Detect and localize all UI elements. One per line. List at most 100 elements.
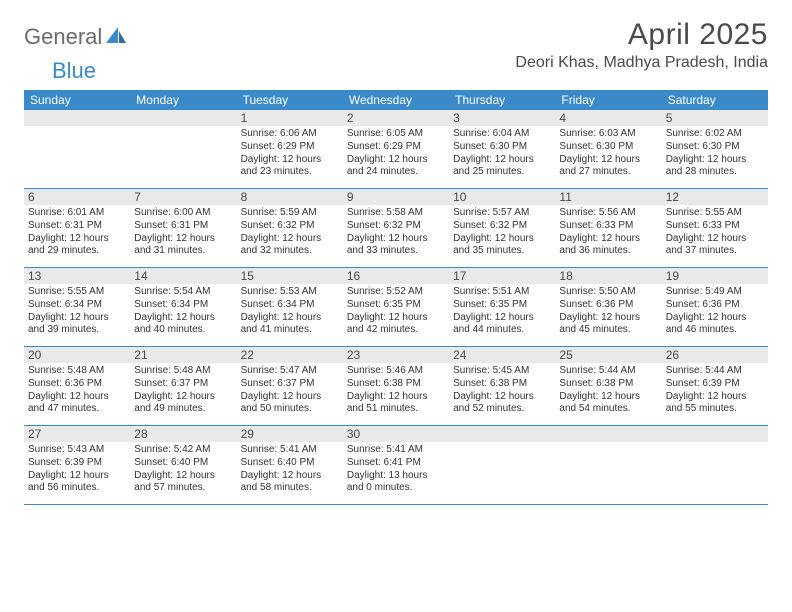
daylight-line: Daylight: 12 hours and 58 minutes.	[241, 470, 339, 496]
day-number	[130, 110, 236, 126]
day-number: 15	[237, 268, 343, 284]
day-body	[130, 126, 236, 132]
sunrise-line: Sunrise: 5:41 AM	[241, 444, 339, 457]
daylight-line: Daylight: 12 hours and 57 minutes.	[134, 470, 232, 496]
sunset-line: Sunset: 6:34 PM	[241, 299, 339, 312]
day-cell: 12Sunrise: 5:55 AMSunset: 6:33 PMDayligh…	[662, 189, 768, 267]
dow-tuesday: Tuesday	[237, 90, 343, 110]
sunset-line: Sunset: 6:33 PM	[559, 220, 657, 233]
day-cell: 18Sunrise: 5:50 AMSunset: 6:36 PMDayligh…	[555, 268, 661, 346]
day-number: 21	[130, 347, 236, 363]
day-body: Sunrise: 6:03 AMSunset: 6:30 PMDaylight:…	[555, 126, 661, 183]
day-body: Sunrise: 5:58 AMSunset: 6:32 PMDaylight:…	[343, 205, 449, 262]
day-number: 23	[343, 347, 449, 363]
day-number: 7	[130, 189, 236, 205]
sunset-line: Sunset: 6:38 PM	[559, 378, 657, 391]
day-number	[555, 426, 661, 442]
sail-icon	[104, 25, 128, 50]
day-body: Sunrise: 5:51 AMSunset: 6:35 PMDaylight:…	[449, 284, 555, 341]
daylight-line: Daylight: 12 hours and 39 minutes.	[28, 312, 126, 338]
dow-saturday: Saturday	[662, 90, 768, 110]
sunset-line: Sunset: 6:36 PM	[28, 378, 126, 391]
day-cell: 30Sunrise: 5:41 AMSunset: 6:41 PMDayligh…	[343, 426, 449, 504]
day-cell: 26Sunrise: 5:44 AMSunset: 6:39 PMDayligh…	[662, 347, 768, 425]
day-body: Sunrise: 5:41 AMSunset: 6:40 PMDaylight:…	[237, 442, 343, 499]
day-number: 17	[449, 268, 555, 284]
sunset-line: Sunset: 6:31 PM	[28, 220, 126, 233]
day-body: Sunrise: 5:49 AMSunset: 6:36 PMDaylight:…	[662, 284, 768, 341]
daylight-line: Daylight: 12 hours and 46 minutes.	[666, 312, 764, 338]
day-number: 27	[24, 426, 130, 442]
sunrise-line: Sunrise: 5:50 AM	[559, 286, 657, 299]
day-cell: 8Sunrise: 5:59 AMSunset: 6:32 PMDaylight…	[237, 189, 343, 267]
daylight-line: Daylight: 12 hours and 36 minutes.	[559, 233, 657, 259]
sunrise-line: Sunrise: 5:44 AM	[559, 365, 657, 378]
sunset-line: Sunset: 6:39 PM	[28, 457, 126, 470]
title-block: April 2025 Deori Khas, Madhya Pradesh, I…	[515, 18, 768, 72]
day-body: Sunrise: 5:44 AMSunset: 6:39 PMDaylight:…	[662, 363, 768, 420]
sunset-line: Sunset: 6:34 PM	[134, 299, 232, 312]
day-body: Sunrise: 6:04 AMSunset: 6:30 PMDaylight:…	[449, 126, 555, 183]
day-cell: 17Sunrise: 5:51 AMSunset: 6:35 PMDayligh…	[449, 268, 555, 346]
sunset-line: Sunset: 6:31 PM	[134, 220, 232, 233]
day-number	[24, 110, 130, 126]
day-number: 19	[662, 268, 768, 284]
day-cell: 1Sunrise: 6:06 AMSunset: 6:29 PMDaylight…	[237, 110, 343, 188]
sunrise-line: Sunrise: 5:56 AM	[559, 207, 657, 220]
week-row: 27Sunrise: 5:43 AMSunset: 6:39 PMDayligh…	[24, 426, 768, 505]
day-cell: 28Sunrise: 5:42 AMSunset: 6:40 PMDayligh…	[130, 426, 236, 504]
sunset-line: Sunset: 6:32 PM	[347, 220, 445, 233]
day-body: Sunrise: 6:06 AMSunset: 6:29 PMDaylight:…	[237, 126, 343, 183]
sunset-line: Sunset: 6:32 PM	[241, 220, 339, 233]
daylight-line: Daylight: 12 hours and 42 minutes.	[347, 312, 445, 338]
daylight-line: Daylight: 12 hours and 28 minutes.	[666, 154, 764, 180]
day-number: 13	[24, 268, 130, 284]
day-body: Sunrise: 5:53 AMSunset: 6:34 PMDaylight:…	[237, 284, 343, 341]
sunrise-line: Sunrise: 6:02 AM	[666, 128, 764, 141]
daylight-line: Daylight: 12 hours and 47 minutes.	[28, 391, 126, 417]
day-body: Sunrise: 5:48 AMSunset: 6:36 PMDaylight:…	[24, 363, 130, 420]
day-number: 3	[449, 110, 555, 126]
day-cell: 15Sunrise: 5:53 AMSunset: 6:34 PMDayligh…	[237, 268, 343, 346]
day-cell: 14Sunrise: 5:54 AMSunset: 6:34 PMDayligh…	[130, 268, 236, 346]
day-cell: 10Sunrise: 5:57 AMSunset: 6:32 PMDayligh…	[449, 189, 555, 267]
weeks-container: 1Sunrise: 6:06 AMSunset: 6:29 PMDaylight…	[24, 110, 768, 505]
day-body: Sunrise: 5:50 AMSunset: 6:36 PMDaylight:…	[555, 284, 661, 341]
day-body: Sunrise: 6:05 AMSunset: 6:29 PMDaylight:…	[343, 126, 449, 183]
sunrise-line: Sunrise: 5:42 AM	[134, 444, 232, 457]
daylight-line: Daylight: 12 hours and 24 minutes.	[347, 154, 445, 180]
day-cell: 20Sunrise: 5:48 AMSunset: 6:36 PMDayligh…	[24, 347, 130, 425]
dow-wednesday: Wednesday	[343, 90, 449, 110]
day-number: 22	[237, 347, 343, 363]
daylight-line: Daylight: 12 hours and 52 minutes.	[453, 391, 551, 417]
daylight-line: Daylight: 12 hours and 50 minutes.	[241, 391, 339, 417]
day-body	[662, 442, 768, 448]
sunrise-line: Sunrise: 6:01 AM	[28, 207, 126, 220]
daylight-line: Daylight: 12 hours and 27 minutes.	[559, 154, 657, 180]
week-row: 20Sunrise: 5:48 AMSunset: 6:36 PMDayligh…	[24, 347, 768, 426]
day-number: 2	[343, 110, 449, 126]
daylight-line: Daylight: 12 hours and 44 minutes.	[453, 312, 551, 338]
day-number: 28	[130, 426, 236, 442]
day-cell: 27Sunrise: 5:43 AMSunset: 6:39 PMDayligh…	[24, 426, 130, 504]
sunrise-line: Sunrise: 6:03 AM	[559, 128, 657, 141]
day-body: Sunrise: 5:41 AMSunset: 6:41 PMDaylight:…	[343, 442, 449, 499]
day-body: Sunrise: 5:57 AMSunset: 6:32 PMDaylight:…	[449, 205, 555, 262]
sunrise-line: Sunrise: 5:57 AM	[453, 207, 551, 220]
day-body: Sunrise: 5:54 AMSunset: 6:34 PMDaylight:…	[130, 284, 236, 341]
sunset-line: Sunset: 6:35 PM	[347, 299, 445, 312]
sunset-line: Sunset: 6:33 PM	[666, 220, 764, 233]
day-number: 16	[343, 268, 449, 284]
sunset-line: Sunset: 6:29 PM	[241, 141, 339, 154]
calendar-page: General April 2025 Deori Khas, Madhya Pr…	[0, 0, 792, 505]
day-body: Sunrise: 5:55 AMSunset: 6:33 PMDaylight:…	[662, 205, 768, 262]
calendar-grid: Sunday Monday Tuesday Wednesday Thursday…	[24, 90, 768, 505]
day-cell: 2Sunrise: 6:05 AMSunset: 6:29 PMDaylight…	[343, 110, 449, 188]
dow-sunday: Sunday	[24, 90, 130, 110]
daylight-line: Daylight: 12 hours and 54 minutes.	[559, 391, 657, 417]
day-number: 4	[555, 110, 661, 126]
day-cell: 24Sunrise: 5:45 AMSunset: 6:38 PMDayligh…	[449, 347, 555, 425]
sunrise-line: Sunrise: 5:54 AM	[134, 286, 232, 299]
sunrise-line: Sunrise: 5:47 AM	[241, 365, 339, 378]
sunset-line: Sunset: 6:30 PM	[666, 141, 764, 154]
